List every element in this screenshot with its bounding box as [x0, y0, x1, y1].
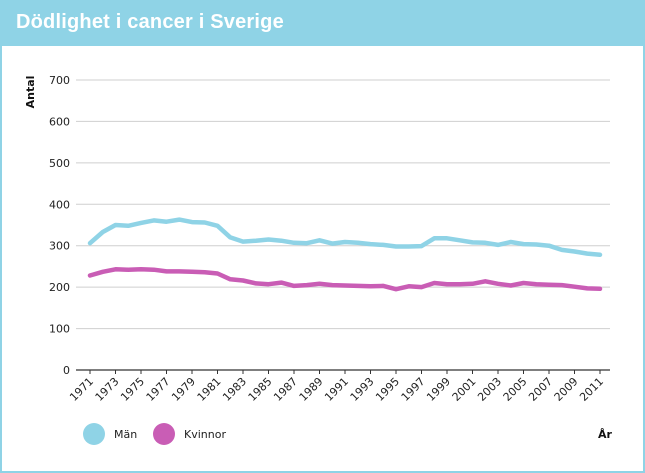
- x-tick-label: 2009: [552, 375, 581, 404]
- x-tick-label: 1993: [348, 375, 377, 404]
- x-tick-label: 1991: [322, 375, 351, 404]
- x-tick-label: 2001: [450, 375, 479, 404]
- chart-title: Dödlighet i cancer i Sverige: [16, 11, 284, 33]
- x-tick-label: 1999: [424, 375, 453, 404]
- y-tick-label: 200: [49, 281, 70, 294]
- legend-label-0: Män: [114, 428, 137, 441]
- series-line-1: [87, 267, 603, 292]
- y-tick-label: 0: [63, 364, 70, 377]
- x-tick-label: 1975: [118, 375, 147, 404]
- y-tick-label: 700: [49, 74, 70, 87]
- legend: Män Kvinnor: [83, 423, 226, 445]
- grid: [76, 79, 610, 371]
- y-axis-title: Antal: [24, 76, 37, 109]
- x-tick-label: 2005: [501, 375, 530, 404]
- y-tick-label: 300: [49, 240, 70, 253]
- series-lines: [87, 217, 603, 292]
- y-tick-label: 100: [49, 323, 70, 336]
- legend-swatch-0: [83, 423, 105, 445]
- x-tick-label: 1987: [271, 375, 300, 404]
- x-tick-label: 1997: [399, 375, 428, 404]
- title-bar: Dödlighet i cancer i Sverige: [2, 2, 643, 46]
- x-tick-label: 1989: [297, 375, 326, 404]
- x-tick-label: 2007: [526, 375, 555, 404]
- y-tick-label: 400: [49, 198, 70, 211]
- x-tick-label: 2003: [475, 375, 504, 404]
- series-line-0: [87, 217, 603, 258]
- x-tick-label: 1977: [144, 375, 173, 404]
- x-axis-ticks: 1971197319751977197919811983198519871989…: [67, 370, 606, 404]
- legend-label-1: Kvinnor: [184, 428, 226, 441]
- x-tick-label: 1979: [169, 375, 198, 404]
- x-tick-label: 2011: [577, 375, 606, 404]
- y-tick-label: 500: [49, 157, 70, 170]
- x-tick-label: 1983: [220, 375, 249, 404]
- y-tick-label: 600: [49, 115, 70, 128]
- x-tick-label: 1995: [373, 375, 402, 404]
- x-tick-label: 1971: [67, 375, 96, 404]
- x-tick-label: 1981: [195, 375, 224, 404]
- x-axis-title: År: [598, 428, 613, 441]
- x-tick-label: 1973: [93, 375, 122, 404]
- legend-swatch-1: [153, 423, 175, 445]
- y-axis-ticks: 0 100 200 300 400 500 600 700: [49, 74, 70, 377]
- x-tick-label: 1985: [246, 375, 275, 404]
